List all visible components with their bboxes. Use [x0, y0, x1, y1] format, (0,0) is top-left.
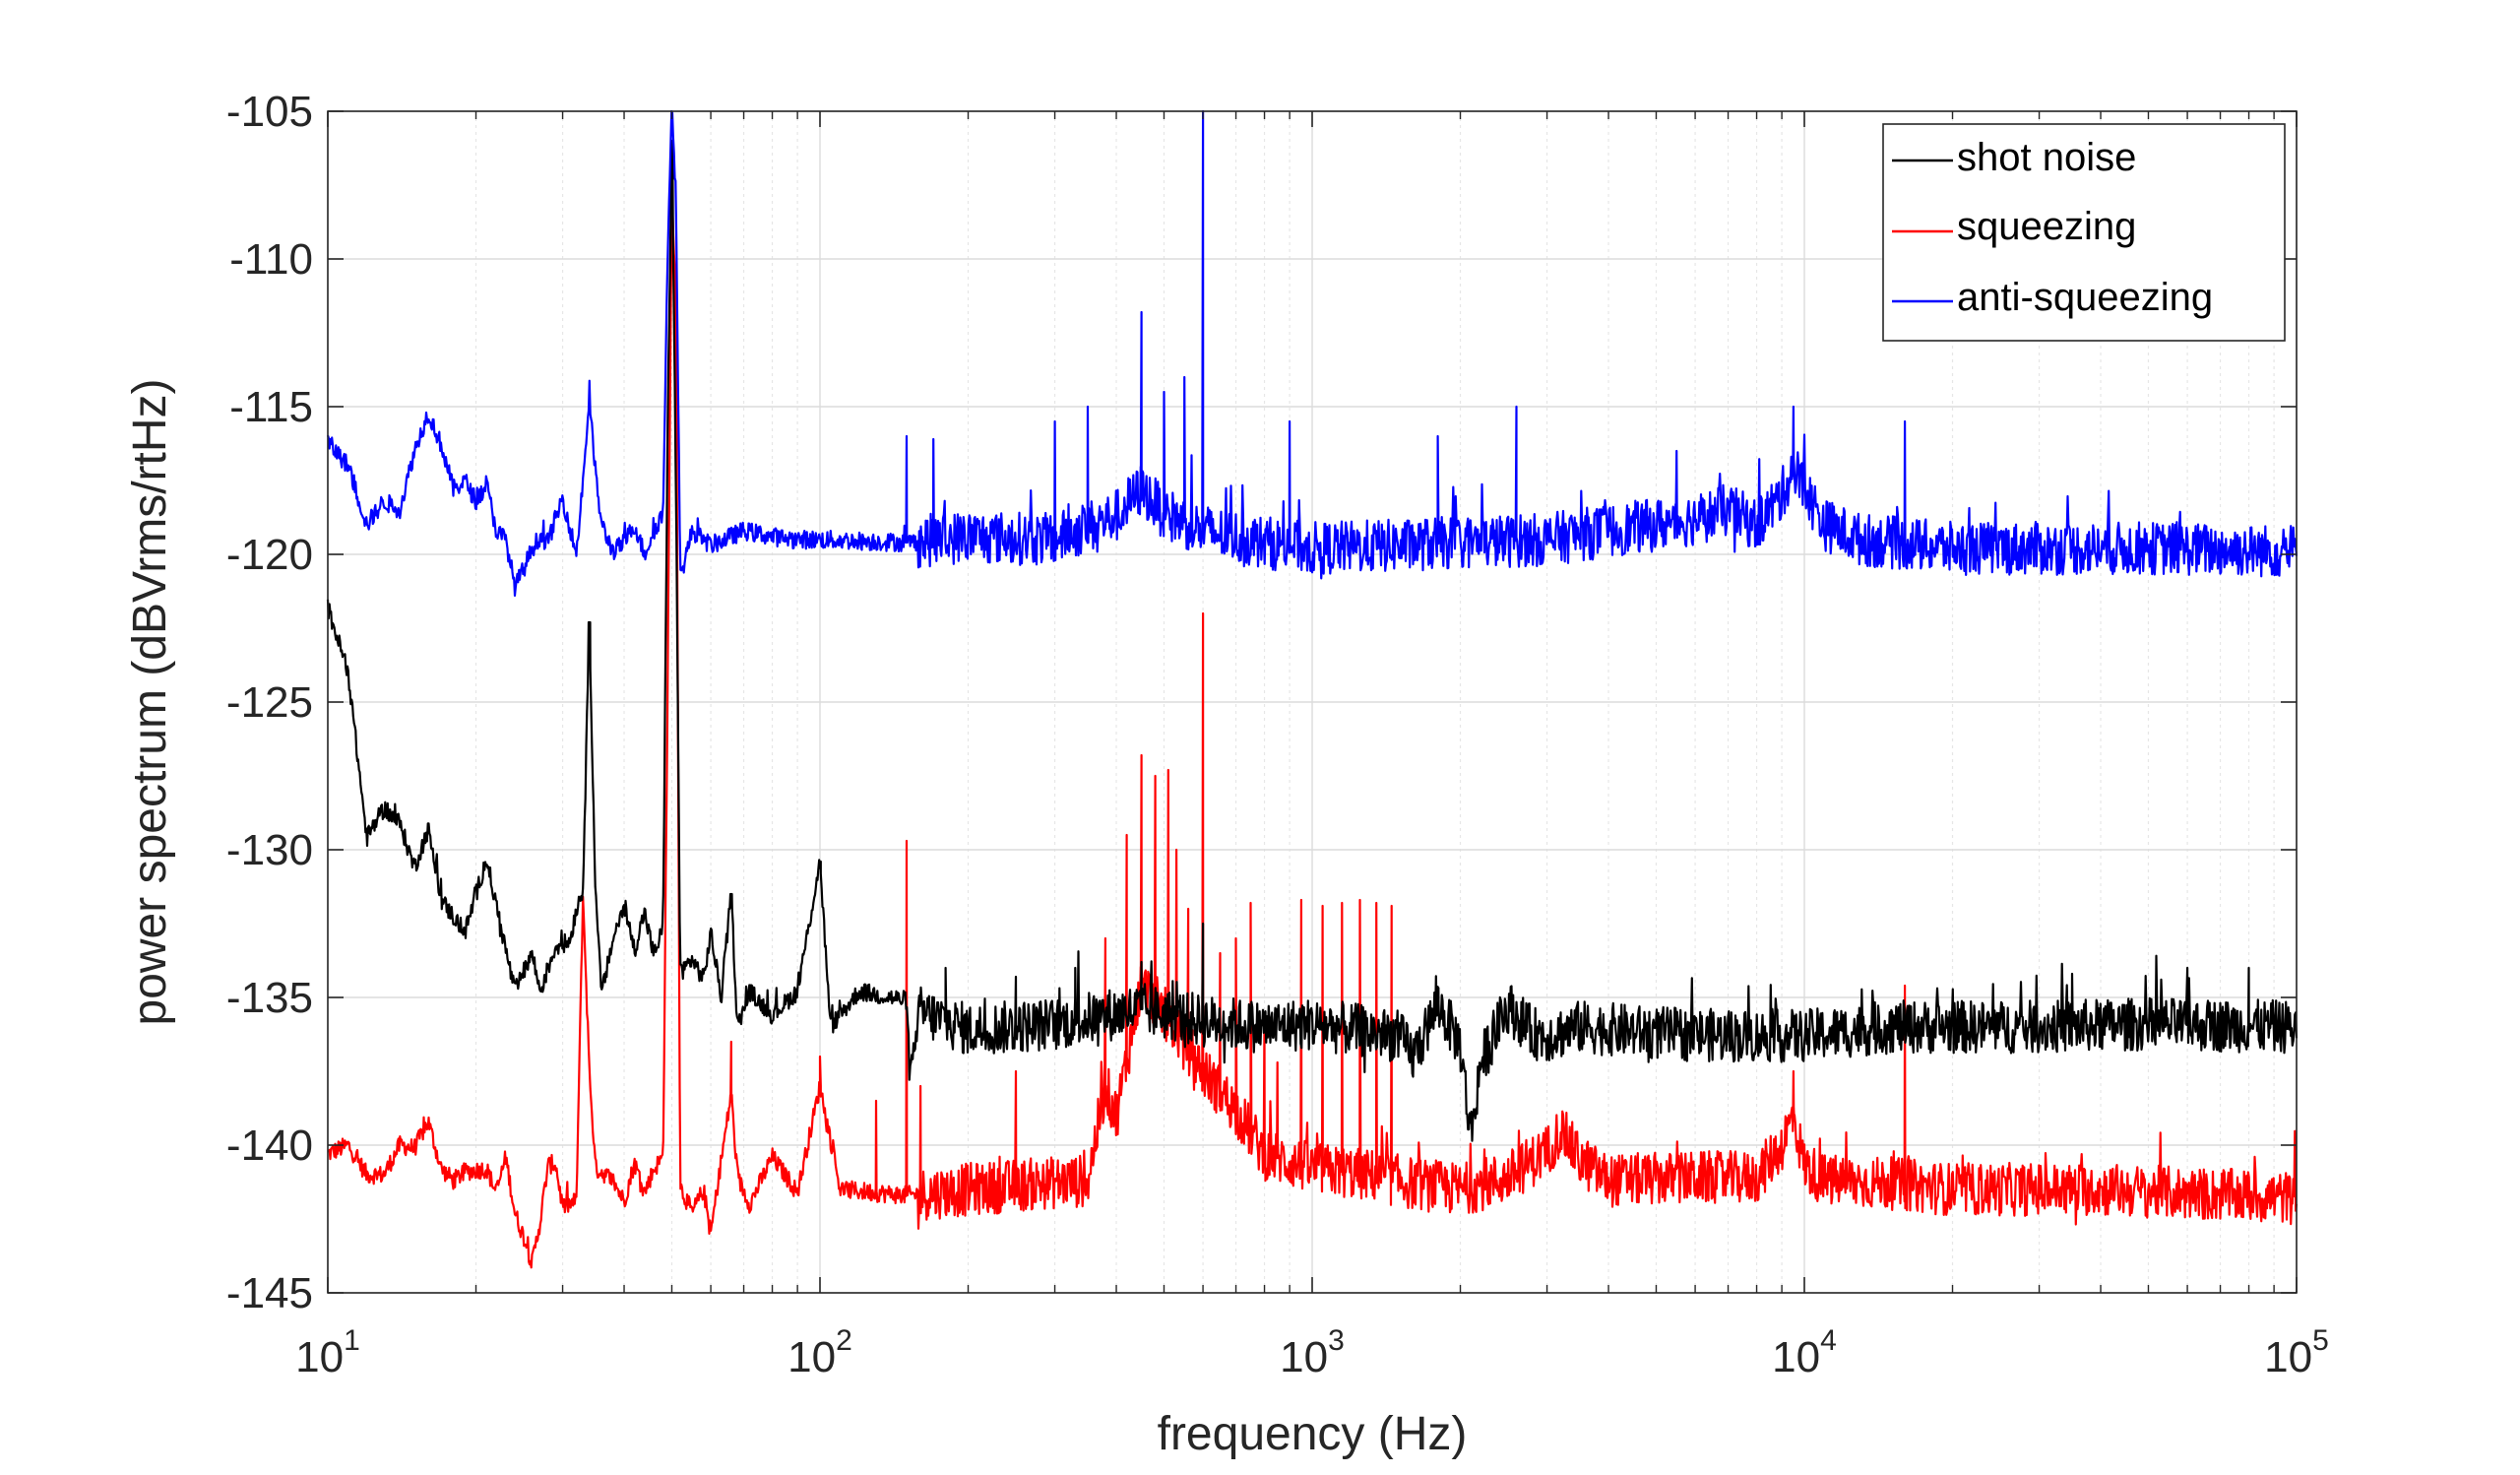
x-tick-label: 101 [295, 1324, 360, 1381]
series-line-shot-noise [326, 139, 2299, 1142]
y-tick-label: -140 [226, 1122, 313, 1170]
y-tick-label: -115 [229, 383, 313, 431]
legend-label-shot-noise: shot noise [1957, 136, 2136, 179]
y-tick-label: -145 [226, 1269, 313, 1317]
x-tick-labels: 101 102 103 104 105 [295, 1324, 2329, 1381]
series-line-squeezing [327, 200, 2299, 1269]
legend-label-anti-squeezing: anti-squeezing [1957, 276, 2213, 319]
y-tick-label: -105 [226, 88, 313, 136]
y-tick-label: -110 [229, 235, 313, 284]
legend: shot noise squeezing anti-squeezing [1882, 123, 2286, 342]
y-tick-label: -120 [226, 531, 313, 579]
x-axis-label: frequency (Hz) [1158, 1408, 1468, 1460]
series-line-anti-squeezing [326, 109, 2299, 597]
x-tick-label: 105 [2264, 1324, 2329, 1381]
x-tick-label: 103 [1280, 1324, 1345, 1381]
x-tick-label: 104 [1772, 1324, 1837, 1381]
series-layer [326, 109, 2299, 1269]
y-tick-label: -130 [226, 826, 313, 874]
y-axis-label: power spectrum (dBVrms/rtHz) [124, 379, 176, 1026]
legend-label-squeezing: squeezing [1957, 205, 2136, 248]
y-tick-label: -135 [226, 974, 313, 1022]
y-tick-labels: -105 -110 -115 -120 -125 -130 -135 -140 -145 [226, 88, 313, 1317]
y-tick-label: -125 [226, 678, 313, 727]
tick-marks [327, 110, 2298, 1294]
x-tick-label: 102 [788, 1324, 852, 1381]
